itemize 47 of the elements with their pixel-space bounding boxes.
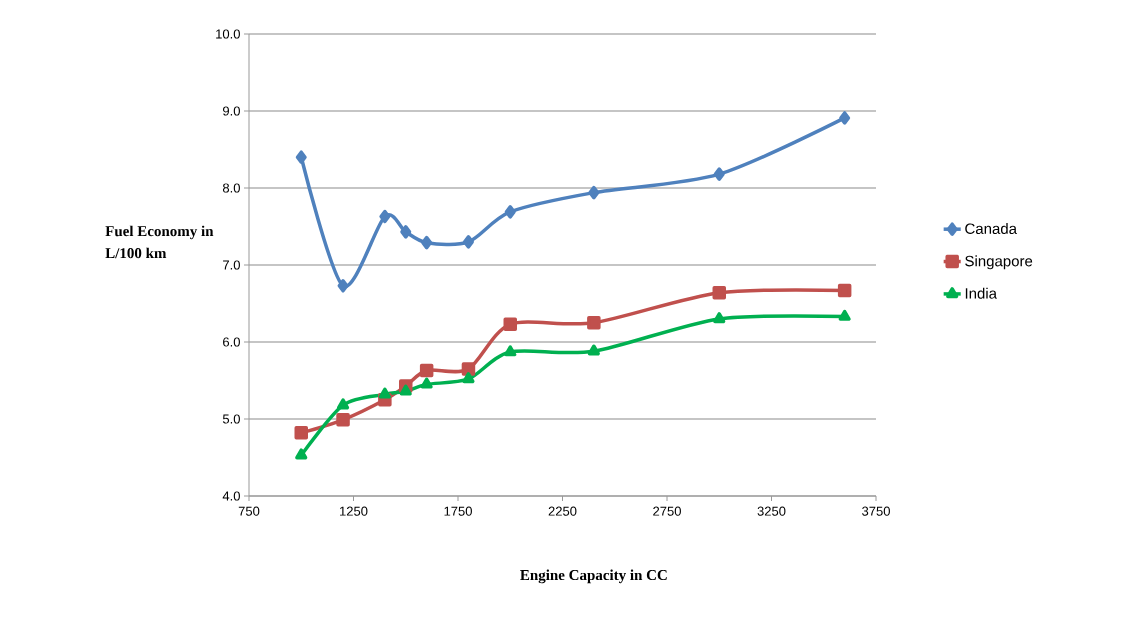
x-tick-label: 2250 (548, 506, 577, 516)
point (713, 312, 726, 324)
point (838, 309, 851, 321)
point (839, 111, 851, 125)
y-tick-label: 7.0 (223, 260, 240, 270)
point (587, 344, 600, 356)
point (837, 283, 852, 298)
y-tick-label: 8.0 (222, 183, 240, 193)
y-tick-label: 10.0 (216, 29, 240, 39)
point (712, 285, 727, 300)
point (379, 209, 391, 224)
point (587, 316, 601, 330)
x-tick-label: 3750 (862, 506, 890, 516)
point (336, 413, 350, 427)
x-axis-title: Engine Capacity in CC (520, 569, 667, 584)
point (588, 185, 600, 200)
y-axis-title: Fuel Economy in L/100 km (105, 225, 214, 259)
x-tick-label: 750 (238, 506, 260, 516)
x-tick-label: 3250 (757, 506, 786, 516)
legend-label: India (965, 287, 998, 299)
point (713, 167, 725, 181)
point (399, 384, 412, 396)
point (295, 150, 307, 164)
x-tick-label: 2750 (653, 506, 681, 516)
point (295, 448, 308, 460)
point (461, 362, 476, 376)
y-tick-label: 6.0 (223, 337, 240, 347)
point (504, 205, 516, 219)
y-tick-label: 4.0 (222, 491, 240, 501)
point (419, 363, 434, 378)
point (294, 426, 308, 440)
point (462, 235, 474, 249)
x-tick-label: 1250 (340, 506, 368, 516)
point (503, 317, 518, 332)
legend-label: Singapore (965, 255, 1033, 270)
point (421, 235, 433, 250)
point (337, 279, 349, 293)
point (378, 387, 391, 399)
point (504, 345, 517, 357)
y-tick-label: 5.0 (222, 414, 240, 424)
x-tick-label: 1750 (444, 506, 472, 516)
point (400, 225, 412, 239)
point (336, 398, 350, 410)
point (462, 372, 475, 384)
point (420, 377, 433, 389)
y-tick-label: 9.0 (223, 106, 240, 116)
legend-label: Canada (965, 223, 1018, 235)
